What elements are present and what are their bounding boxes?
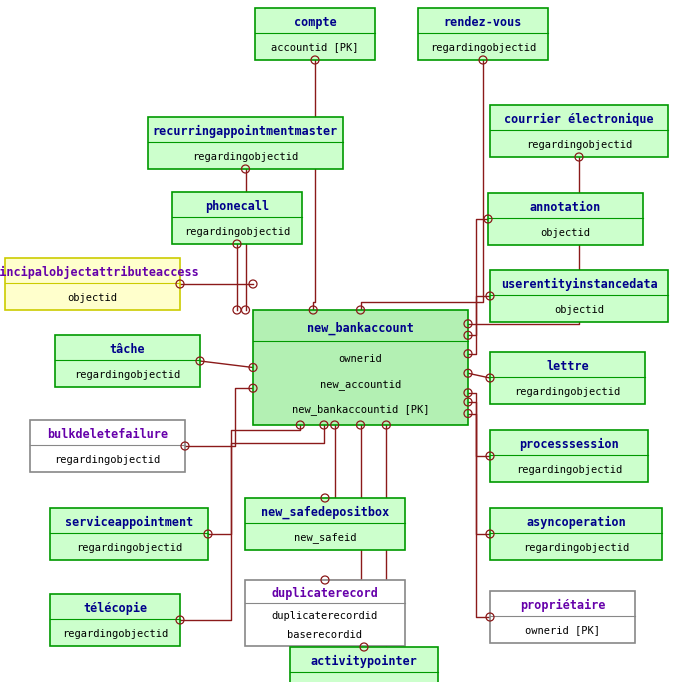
FancyBboxPatch shape: [30, 420, 185, 472]
Text: rendez-vous: rendez-vous: [444, 16, 522, 29]
FancyBboxPatch shape: [490, 352, 645, 404]
Text: regardingobjectid: regardingobjectid: [516, 464, 622, 475]
Text: regardingobjectid: regardingobjectid: [54, 454, 160, 464]
FancyBboxPatch shape: [418, 8, 548, 60]
Text: baserecordid: baserecordid: [288, 629, 362, 640]
Text: regardingobjectid: regardingobjectid: [514, 387, 621, 396]
FancyBboxPatch shape: [290, 647, 438, 682]
Text: lettre: lettre: [546, 360, 589, 373]
Text: processsession: processsession: [519, 438, 619, 451]
Text: annotation: annotation: [530, 201, 601, 214]
Text: asyncoperation: asyncoperation: [526, 516, 626, 529]
Text: compte: compte: [294, 16, 337, 29]
FancyBboxPatch shape: [490, 430, 648, 482]
FancyBboxPatch shape: [245, 498, 405, 550]
FancyBboxPatch shape: [490, 591, 635, 643]
Text: new_bankaccountid [PK]: new_bankaccountid [PK]: [292, 404, 429, 415]
FancyBboxPatch shape: [5, 258, 180, 310]
Text: regardingobjectid: regardingobjectid: [526, 140, 632, 149]
FancyBboxPatch shape: [55, 335, 200, 387]
Text: propriétaire: propriétaire: [520, 599, 605, 612]
Text: télécopie: télécopie: [83, 602, 147, 615]
Text: courrier électronique: courrier électronique: [504, 113, 653, 126]
Text: accountid [PK]: accountid [PK]: [271, 42, 359, 53]
Text: regardingobjectid: regardingobjectid: [184, 226, 290, 237]
Text: activitypointer: activitypointer: [311, 655, 418, 668]
Text: regardingobjectid: regardingobjectid: [192, 151, 299, 162]
FancyBboxPatch shape: [148, 117, 343, 169]
Text: tâche: tâche: [109, 343, 146, 356]
Text: duplicaterecordid: duplicaterecordid: [272, 611, 378, 621]
Text: recurringappointmentmaster: recurringappointmentmaster: [153, 125, 338, 138]
FancyBboxPatch shape: [50, 594, 180, 646]
FancyBboxPatch shape: [490, 270, 668, 322]
FancyBboxPatch shape: [488, 193, 643, 245]
Text: new_safedepositbox: new_safedepositbox: [261, 506, 389, 519]
Text: principalobjectattributeaccess: principalobjectattributeaccess: [0, 266, 199, 279]
FancyBboxPatch shape: [50, 508, 208, 560]
FancyBboxPatch shape: [490, 105, 668, 157]
Text: objectid: objectid: [541, 228, 590, 237]
Text: userentityinstancedata: userentityinstancedata: [500, 278, 658, 291]
Text: regardingobjectid: regardingobjectid: [74, 370, 181, 379]
Text: bulkdeletefailure: bulkdeletefailure: [47, 428, 168, 441]
Text: ownerid: ownerid: [339, 353, 382, 364]
Text: new_bankaccount: new_bankaccount: [307, 321, 414, 335]
Text: new_safeid: new_safeid: [294, 532, 356, 543]
Text: objectid: objectid: [554, 305, 604, 314]
FancyBboxPatch shape: [245, 580, 405, 646]
Text: ownerid [PK]: ownerid [PK]: [525, 625, 600, 636]
Text: phonecall: phonecall: [205, 200, 269, 213]
FancyBboxPatch shape: [490, 508, 662, 560]
Text: serviceappointment: serviceappointment: [65, 516, 193, 529]
FancyBboxPatch shape: [253, 310, 468, 425]
FancyBboxPatch shape: [255, 8, 375, 60]
Text: new_accountid: new_accountid: [320, 379, 401, 389]
Text: objectid: objectid: [67, 293, 118, 303]
Text: regardingobjectid: regardingobjectid: [523, 542, 629, 552]
Text: regardingobjectid: regardingobjectid: [62, 629, 168, 638]
Text: regardingobjectid: regardingobjectid: [76, 542, 182, 552]
FancyBboxPatch shape: [172, 192, 302, 244]
Text: duplicaterecord: duplicaterecord: [271, 587, 379, 599]
Text: regardingobjectid: regardingobjectid: [430, 42, 536, 53]
